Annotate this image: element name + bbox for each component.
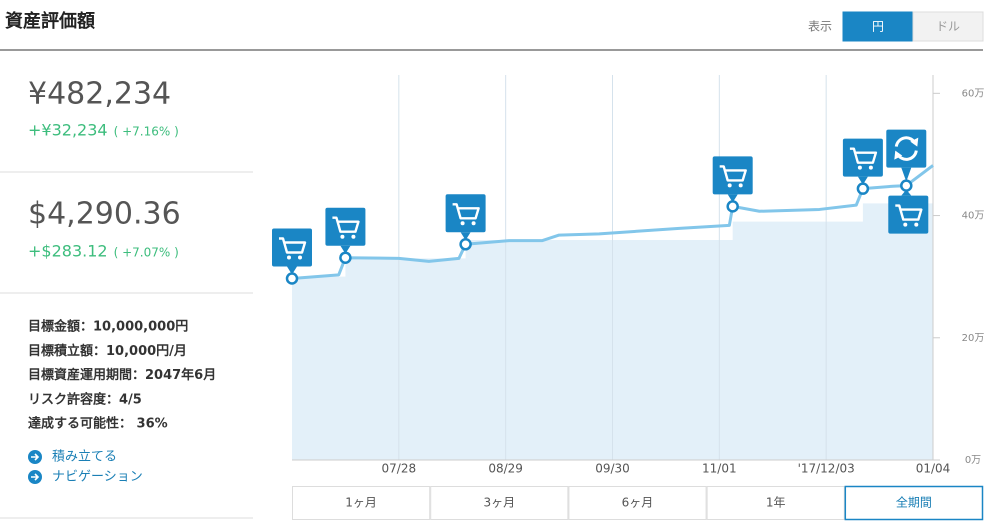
goal-line: リスク許容度：4/5: [28, 391, 142, 407]
range-button[interactable]: 6ヶ月: [568, 486, 707, 520]
cart-wheel: [471, 221, 476, 226]
y-tick-label: 40万: [962, 211, 985, 222]
toggle-label: ドル: [936, 20, 960, 34]
y-tick-label: 0万: [965, 455, 981, 466]
currency-toggle[interactable]: 円: [842, 11, 914, 42]
y-tick-label: 20万: [962, 333, 985, 344]
link-arrow: [31, 453, 40, 461]
cart-icon: [719, 165, 747, 182]
cart-wheel: [868, 165, 873, 170]
cart-wheel: [903, 222, 908, 227]
y-tick-label: 60万: [962, 88, 985, 99]
range-button-bg: [706, 486, 845, 520]
cart-wheel: [738, 183, 743, 188]
cart-icon: [332, 216, 360, 233]
purchase-point: [900, 179, 913, 192]
goal-line: 達成する可能性： 36%: [28, 416, 168, 432]
amount: ¥482,234: [28, 77, 171, 112]
toggle-bg: [842, 11, 914, 42]
badge-pointer: [901, 189, 912, 196]
link-label: 積み立てる: [52, 450, 117, 465]
purchase-badge[interactable]: [325, 207, 366, 254]
range-button[interactable]: 1年: [706, 486, 845, 520]
purchase-point: [339, 251, 352, 264]
amount: $4,290.36: [28, 197, 181, 232]
badge: [272, 228, 312, 267]
goal-line: 目標金額：10,000,000円: [28, 319, 188, 335]
badge-pointer: [287, 266, 297, 275]
page-title: 資産評価額: [5, 10, 95, 32]
cart-icon: [452, 203, 480, 220]
purchase-badge[interactable]: [272, 228, 312, 275]
x-tick-label: '17/12/03: [798, 462, 855, 476]
badge: [888, 195, 929, 234]
cart-wheel: [298, 255, 302, 260]
badge: [325, 207, 366, 246]
cart-icon: [279, 237, 307, 254]
refresh-arrow: [894, 137, 919, 160]
goal-line: 目標積立額：10,000円/月: [28, 343, 187, 359]
badge: [445, 194, 486, 233]
badge-pointer: [460, 232, 471, 241]
range-button[interactable]: 全期間: [844, 485, 984, 521]
purchase-badge[interactable]: [712, 156, 753, 203]
range-button-bg: [430, 486, 569, 520]
range-button-label: 1年: [766, 496, 786, 510]
range-button-bg: [844, 485, 984, 521]
x-tick-label: 11/01: [702, 462, 737, 476]
range-button[interactable]: 1ヶ月: [292, 486, 431, 520]
currency-toggle[interactable]: ドル: [912, 11, 984, 42]
purchase-point: [459, 238, 472, 251]
link-label: ナビゲーション: [52, 470, 143, 485]
refresh-badge[interactable]: [886, 129, 927, 182]
range-button-label: 全期間: [896, 495, 932, 510]
cart-wheel: [351, 234, 356, 239]
toggle-bg: [912, 11, 984, 42]
link[interactable]: 積み立てる: [28, 450, 117, 465]
goal-line: 目標資産運用期間：2047年6月: [28, 367, 216, 383]
x-tick-label: 08/29: [488, 462, 523, 476]
cart-icon: [849, 147, 878, 164]
range-button-bg: [292, 486, 431, 520]
cart-wheel: [914, 222, 919, 227]
cart-wheel: [287, 255, 291, 260]
range-button-bg: [568, 486, 707, 520]
range-button-label: 6ヶ月: [622, 496, 654, 510]
display-label: 表示: [808, 20, 832, 34]
change: +$283.12: [28, 242, 108, 261]
badge: [842, 138, 883, 177]
cart-wheel: [727, 183, 732, 188]
badge: [886, 129, 927, 168]
badge-pointer: [901, 167, 912, 182]
badge-pointer: [857, 176, 868, 185]
purchase-point: [726, 200, 739, 213]
purchase-point: [285, 272, 299, 285]
change-percent: ( +7.07% ): [114, 246, 179, 260]
change: +¥32,234: [28, 121, 108, 140]
x-tick-label: 01/04: [916, 462, 951, 476]
link-arrow: [31, 473, 40, 481]
badge-pointer: [340, 245, 351, 254]
cart-icon: [895, 204, 923, 221]
purchase-badge[interactable]: [888, 189, 929, 234]
badge-pointer: [727, 194, 738, 203]
purchase-point: [856, 182, 870, 195]
x-tick-label: 07/28: [382, 462, 417, 476]
toggle-label: 円: [872, 20, 884, 34]
badge: [712, 156, 753, 195]
range-button[interactable]: 3ヶ月: [430, 486, 569, 520]
range-button-label: 1ヶ月: [345, 496, 377, 510]
link[interactable]: ナビゲーション: [28, 470, 143, 485]
cart-wheel: [340, 234, 345, 239]
cart-wheel: [857, 165, 862, 170]
x-tick-label: 09/30: [595, 462, 630, 476]
cart-wheel: [460, 221, 465, 226]
range-button-label: 3ヶ月: [483, 496, 515, 510]
change-percent: ( +7.16% ): [114, 125, 179, 139]
purchase-badge[interactable]: [445, 194, 486, 241]
purchase-badge[interactable]: [842, 138, 883, 185]
